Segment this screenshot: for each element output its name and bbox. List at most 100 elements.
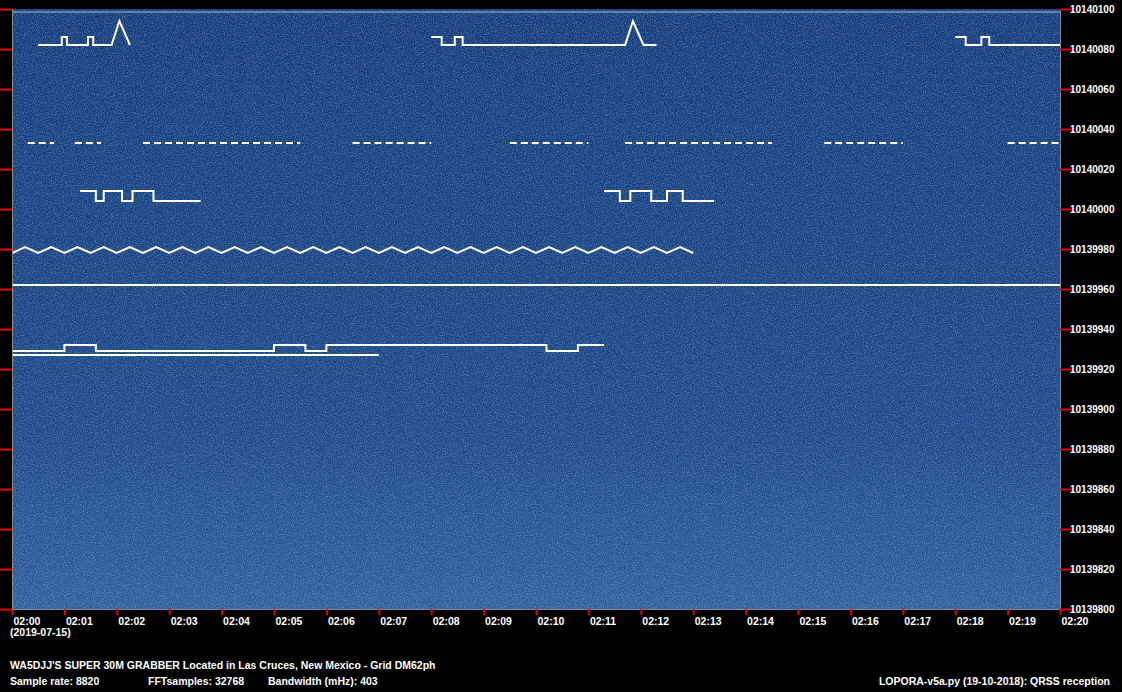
y-tick: 10139860 bbox=[1060, 484, 1115, 495]
y-tick-mark bbox=[0, 369, 12, 371]
x-tick: 02:17 bbox=[903, 609, 931, 627]
x-tick-mark bbox=[902, 609, 904, 615]
y-tick-label: 10140020 bbox=[1070, 164, 1115, 175]
x-tick-label: 02:14 bbox=[747, 615, 774, 627]
annotation: LOPORA-v5a.py (19-10-2018): QRSS recepti… bbox=[879, 675, 1110, 687]
x-tick-label: 02:08 bbox=[433, 615, 460, 627]
x-tick: 02:13 bbox=[694, 609, 722, 627]
y-tick-label: 10139940 bbox=[1070, 324, 1115, 335]
x-tick-label: 02:06 bbox=[328, 615, 355, 627]
x-tick-label: 02:09 bbox=[485, 615, 512, 627]
y-tick: 10139900 bbox=[1060, 404, 1115, 415]
x-tick-label: 02:18 bbox=[957, 615, 984, 627]
y-tick-mark bbox=[0, 569, 12, 571]
y-tick-left bbox=[0, 9, 12, 10]
y-tick-mark bbox=[0, 49, 12, 51]
x-tick-label: 02:15 bbox=[800, 615, 827, 627]
x-tick-mark bbox=[116, 609, 118, 615]
signal-trace bbox=[38, 21, 1060, 45]
x-tick-mark bbox=[221, 609, 223, 615]
x-tick: 02:11 bbox=[589, 609, 616, 627]
y-tick-left bbox=[0, 209, 12, 210]
y-tick-left bbox=[0, 89, 12, 90]
y-tick-mark bbox=[0, 449, 12, 451]
y-tick-mark bbox=[0, 249, 12, 251]
annotation: FFTsamples: 32768 bbox=[148, 675, 244, 687]
x-tick: 02:03 bbox=[170, 609, 198, 627]
y-tick-left bbox=[0, 129, 12, 130]
y-tick-mark bbox=[0, 89, 12, 91]
y-tick-label: 10139820 bbox=[1070, 564, 1115, 575]
x-tick-mark bbox=[483, 609, 485, 615]
x-tick-mark bbox=[64, 609, 66, 615]
x-tick-label: 02:17 bbox=[904, 615, 931, 627]
x-tick-label: 02:10 bbox=[538, 615, 565, 627]
y-tick-label: 10139800 bbox=[1070, 604, 1115, 615]
y-tick-label: 10139880 bbox=[1070, 444, 1115, 455]
x-tick: 02:06 bbox=[327, 609, 355, 627]
y-tick-mark bbox=[0, 289, 12, 291]
y-axis-line bbox=[1061, 10, 1075, 610]
y-axis-left-line bbox=[0, 10, 13, 610]
y-tick: 10140000 bbox=[1060, 204, 1115, 215]
x-tick-label: 02:07 bbox=[380, 615, 407, 627]
y-tick-label: 10139920 bbox=[1070, 364, 1115, 375]
y-tick-left bbox=[0, 569, 12, 570]
y-tick-left bbox=[0, 489, 12, 490]
x-tick-label: 02:11 bbox=[590, 615, 616, 627]
signal-trace bbox=[80, 191, 714, 201]
signal-trace bbox=[12, 247, 693, 253]
y-tick-mark bbox=[0, 129, 12, 131]
x-tick-label: 02:04 bbox=[223, 615, 250, 627]
signal-trace bbox=[12, 354, 379, 356]
signal-trace bbox=[28, 142, 1060, 144]
x-tick: 02:04 bbox=[222, 609, 250, 627]
x-tick-label: 02:05 bbox=[276, 615, 303, 627]
page-background bbox=[0, 0, 1122, 692]
y-tick-left bbox=[0, 329, 12, 330]
x-tick: 02:16 bbox=[851, 609, 879, 627]
y-tick: 10139980 bbox=[1060, 244, 1115, 255]
annotation: Sample rate: 8820 bbox=[10, 675, 99, 687]
x-axis: 02:00 02:01 02:02 02:03 02:04 02:05 02:06 02:07… bbox=[13, 609, 1089, 627]
x-tick-label: 02:13 bbox=[695, 615, 722, 627]
y-tick-label: 10140100 bbox=[1070, 4, 1115, 15]
y-tick-left bbox=[0, 49, 12, 50]
x-axis-line bbox=[13, 610, 1061, 616]
x-tick-mark bbox=[955, 609, 957, 615]
x-tick: 02:10 bbox=[537, 609, 565, 627]
y-tick-label: 10140060 bbox=[1070, 84, 1115, 95]
x-tick: 02:01 bbox=[65, 609, 93, 627]
y-tick-left bbox=[0, 169, 12, 170]
x-tick-label: 02:12 bbox=[642, 615, 669, 627]
annotation: (2019-07-15) bbox=[10, 626, 71, 638]
x-tick: 02:02 bbox=[117, 609, 145, 627]
x-tick: 02:07 bbox=[379, 609, 407, 627]
plot-area bbox=[12, 21, 1060, 355]
x-tick-label: 02:02 bbox=[118, 615, 145, 627]
plot-noise bbox=[12, 9, 1060, 609]
x-tick: 02:05 bbox=[275, 609, 303, 627]
y-tick-mark bbox=[0, 9, 12, 11]
x-tick-mark bbox=[169, 609, 171, 615]
y-tick: 10139940 bbox=[1060, 324, 1115, 335]
x-tick-mark bbox=[798, 609, 800, 615]
annotation: Bandwidth (mHz): 403 bbox=[268, 675, 378, 687]
y-tick-label: 10139980 bbox=[1070, 244, 1115, 255]
y-tick-label: 10139860 bbox=[1070, 484, 1115, 495]
x-tick-label: 02:16 bbox=[852, 615, 879, 627]
y-tick-mark bbox=[0, 209, 12, 211]
y-tick: 10140100 bbox=[1060, 4, 1115, 15]
y-tick: 10139840 bbox=[1060, 524, 1115, 535]
y-tick: 10139880 bbox=[1060, 444, 1115, 455]
x-tick-mark bbox=[536, 609, 538, 615]
y-tick-left bbox=[0, 409, 12, 410]
y-tick: 10139920 bbox=[1060, 364, 1115, 375]
y-tick-left bbox=[0, 369, 12, 370]
x-tick-mark bbox=[1007, 609, 1009, 615]
x-tick: 02:12 bbox=[641, 609, 669, 627]
y-tick-left bbox=[0, 449, 12, 450]
x-tick-mark bbox=[850, 609, 852, 615]
x-tick: 02:19 bbox=[1008, 609, 1036, 627]
x-tick: 02:00 bbox=[13, 609, 41, 627]
